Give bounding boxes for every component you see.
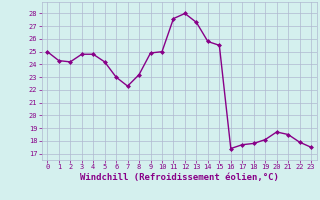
X-axis label: Windchill (Refroidissement éolien,°C): Windchill (Refroidissement éolien,°C) (80, 173, 279, 182)
